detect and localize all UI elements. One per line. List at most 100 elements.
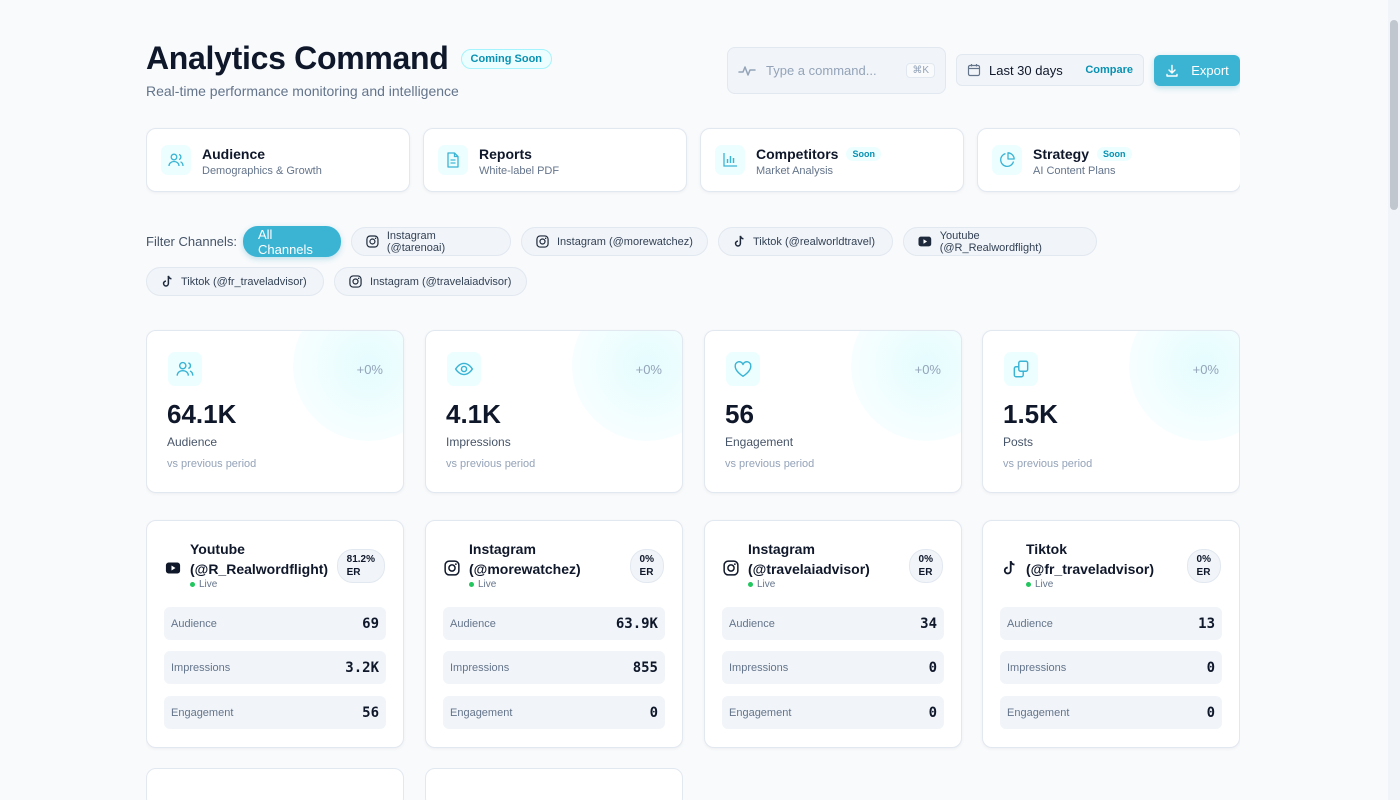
er-value: 0% [1196, 554, 1211, 565]
instagram-icon [443, 559, 461, 577]
metric-key: Audience [450, 617, 496, 630]
compare-button[interactable]: Compare [1085, 64, 1133, 76]
channel-card-tiktok-fr-traveladvisor[interactable]: Tiktok (@fr_traveladvisor) Live 0% ER Aud… [982, 520, 1240, 748]
filter-chip-all[interactable]: All Channels [243, 226, 341, 257]
er-label: ER [918, 567, 933, 578]
metric-row: Engagement 0 [722, 696, 944, 729]
metric-row: Engagement 0 [443, 696, 665, 729]
stat-label: Audience [167, 435, 218, 449]
chip-label: All Channels [258, 226, 313, 257]
header: Analytics Command Coming Soon Real-time … [146, 36, 1240, 106]
channel-filters: Filter Channels: All Channels Instagram … [146, 226, 1240, 298]
stat-label: Posts [1003, 435, 1034, 449]
calendar-icon [967, 64, 981, 77]
live-label: Live [757, 579, 776, 590]
stat-value: 4.1K [446, 399, 501, 429]
filter-chip-instagram-tarenoai[interactable]: Instagram (@tarenoai) [351, 227, 511, 256]
stat-sub: vs previous period [1003, 458, 1093, 470]
channel-cards: Youtube (@R_Realwordflight) Live 81.2% ER… [146, 520, 1240, 750]
metric-row: Engagement 56 [164, 696, 386, 729]
date-range-label: Last 30 days [989, 62, 1063, 78]
channel-card-youtube[interactable]: Youtube (@R_Realwordflight) Live 81.2% ER… [146, 520, 404, 748]
nav-card-competitors[interactable]: Competitors Soon Market Analysis [700, 128, 964, 192]
command-shortcut: ⌘K [906, 63, 935, 78]
live-label: Live [1035, 579, 1054, 590]
filter-chip-tiktok-fr-traveladvisor[interactable]: Tiktok (@fr_traveladvisor) [146, 267, 324, 296]
stat-value: 1.5K [1003, 399, 1058, 429]
channel-card-instagram-morewatchez[interactable]: Instagram (@morewatchez) Live 0% ER Audie… [425, 520, 683, 748]
nav-card-reports[interactable]: Reports White-label PDF [423, 128, 687, 192]
nav-card-strategy[interactable]: Strategy Soon AI Content Plans [977, 128, 1240, 192]
live-status: Live [190, 579, 217, 590]
metric-key: Engagement [729, 706, 792, 719]
filter-label: Filter Channels: [146, 234, 238, 249]
instagram-icon [366, 235, 379, 248]
filter-chip-youtube-realwordflight[interactable]: Youtube (@R_Realwordflight) [903, 227, 1097, 256]
metric-row: Impressions 0 [722, 651, 944, 684]
scrollbar-thumb[interactable] [1390, 20, 1398, 210]
filter-chip-tiktok-realworldtravel[interactable]: Tiktok (@realworldtravel) [718, 227, 893, 256]
stat-card-engagement: +0% 56 Engagement vs previous period [704, 330, 962, 493]
metric-value: 63.9K [615, 615, 658, 632]
activity-icon [738, 65, 756, 76]
coming-soon-badge: Coming Soon [460, 48, 553, 69]
bar-chart-icon [715, 145, 745, 175]
stat-label: Engagement [725, 435, 794, 449]
chip-label: Instagram (@morewatchez) [557, 235, 693, 248]
metric-key: Engagement [450, 706, 513, 719]
soon-badge: Soon [846, 147, 881, 161]
metric-row: Audience 63.9K [443, 607, 665, 640]
metric-key: Audience [729, 617, 775, 630]
export-button[interactable]: Export [1154, 55, 1240, 86]
nav-card-title: Strategy [1033, 146, 1090, 162]
metric-value: 855 [632, 659, 658, 676]
metric-row: Audience 13 [1000, 607, 1222, 640]
stat-change: +0% [356, 362, 383, 377]
er-label: ER [639, 567, 654, 578]
tiktok-icon [1000, 559, 1018, 577]
command-input[interactable]: Type a command... ⌘K [727, 47, 946, 94]
stat-sub: vs previous period [725, 458, 815, 470]
channel-name: Instagram (@travelaiadvisor) [748, 541, 870, 577]
filter-chip-instagram-morewatchez[interactable]: Instagram (@morewatchez) [521, 227, 708, 256]
pie-chart-icon [992, 145, 1022, 175]
nav-card-title: Audience [202, 146, 266, 162]
chip-label: Tiktok (@fr_traveladvisor) [181, 275, 307, 288]
date-range-picker[interactable]: Last 30 days Compare [956, 54, 1144, 86]
page-title: Analytics Command [146, 40, 449, 76]
metric-row: Impressions 3.2K [164, 651, 386, 684]
nav-card-audience[interactable]: Audience Demographics & Growth [146, 128, 410, 192]
metric-value: 13 [1198, 615, 1215, 632]
channel-card-instagram-travelaiadvisor[interactable]: Instagram (@travelaiadvisor) Live 0% ER A… [704, 520, 962, 748]
nav-card-title: Competitors [756, 146, 839, 162]
er-value: 0% [639, 554, 654, 565]
metric-value: 69 [362, 615, 379, 632]
channel-name: Youtube (@R_Realwordflight) [190, 541, 329, 577]
export-label: Export [1191, 63, 1229, 78]
metric-key: Audience [1007, 617, 1053, 630]
metric-value: 34 [920, 615, 937, 632]
document-icon [438, 145, 468, 175]
nav-card-subtitle: AI Content Plans [1033, 165, 1116, 177]
stat-change: +0% [914, 362, 941, 377]
analytics-page: Analytics Command Coming Soon Real-time … [146, 0, 1240, 800]
eye-icon [447, 352, 481, 386]
er-label: ER [1196, 567, 1211, 578]
nav-card-subtitle: Market Analysis [756, 165, 834, 177]
filter-chip-instagram-travelaiadvisor[interactable]: Instagram (@travelaiadvisor) [334, 267, 527, 296]
scrollbar[interactable] [1388, 0, 1400, 800]
soon-badge: Soon [1097, 147, 1132, 161]
live-status: Live [1026, 579, 1053, 590]
stat-card-posts: +0% 1.5K Posts vs previous period [982, 330, 1240, 493]
metric-value: 56 [362, 704, 379, 721]
chip-label: Youtube (@R_Realwordflight) [939, 229, 1042, 254]
metric-key: Impressions [171, 661, 231, 674]
metric-value: 0 [928, 659, 937, 676]
youtube-icon [164, 559, 182, 577]
download-icon [1166, 64, 1178, 77]
stat-card-impressions: +0% 4.1K Impressions vs previous period [425, 330, 683, 493]
er-label: ER [346, 567, 361, 578]
stat-value: 64.1K [167, 399, 237, 429]
command-placeholder: Type a command... [766, 63, 877, 78]
metric-row: Engagement 0 [1000, 696, 1222, 729]
